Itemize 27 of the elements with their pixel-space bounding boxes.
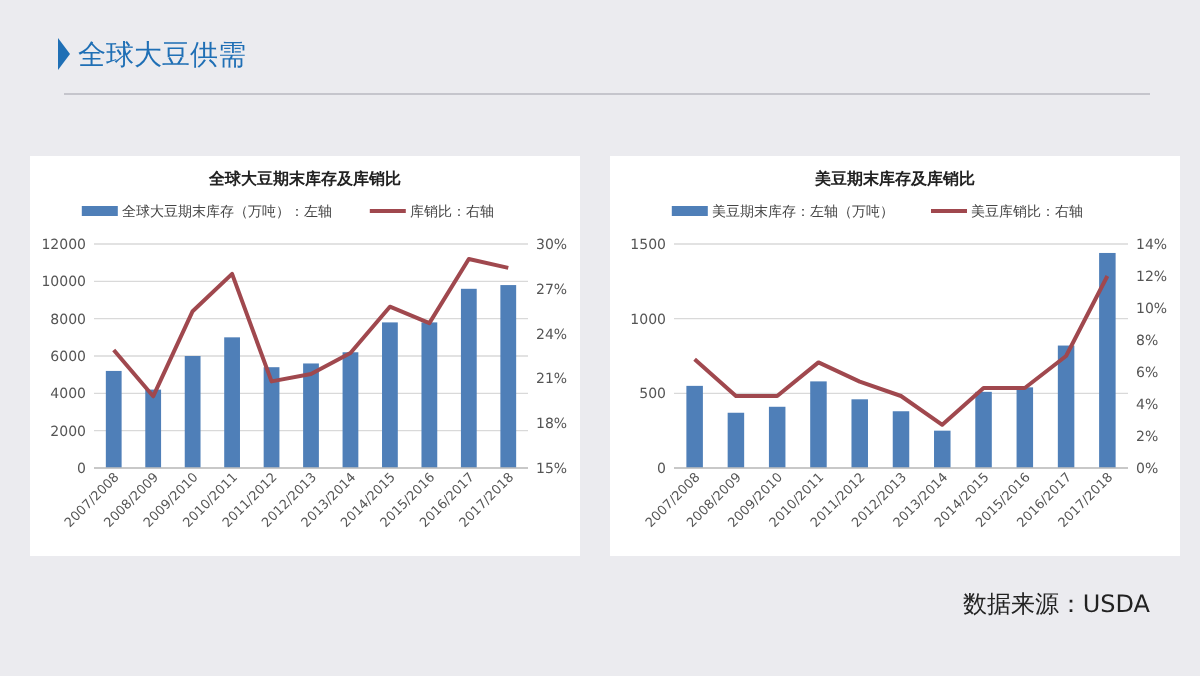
source-note: 数据来源：USDA <box>962 590 1152 618</box>
text: 全球大豆供需 <box>78 40 246 72</box>
bar <box>460 288 477 468</box>
chart-title: 全球大豆期末库存及库销比 <box>207 168 401 188</box>
bar <box>224 337 240 468</box>
bar <box>851 399 868 468</box>
bar <box>303 363 319 468</box>
bar <box>105 370 122 468</box>
bar <box>184 356 201 468</box>
bar <box>810 381 827 468</box>
bar <box>892 411 910 468</box>
bar <box>727 412 745 468</box>
bar <box>145 389 162 468</box>
bar <box>1057 345 1075 468</box>
chart-title: 美豆期末库存及库销比 <box>813 168 975 188</box>
bar <box>1016 387 1034 468</box>
bar <box>342 352 359 468</box>
bar <box>768 406 786 468</box>
line-series <box>111 256 511 399</box>
bar <box>686 385 703 468</box>
bar <box>421 322 438 468</box>
line-series <box>692 274 1110 427</box>
bar <box>1099 252 1116 468</box>
bar <box>934 430 951 468</box>
bar <box>382 322 398 468</box>
bar <box>975 391 992 468</box>
bar <box>500 285 517 468</box>
